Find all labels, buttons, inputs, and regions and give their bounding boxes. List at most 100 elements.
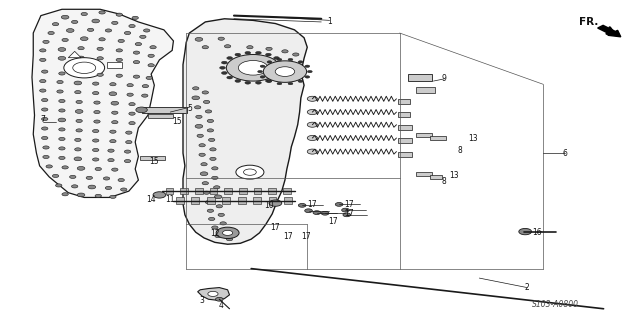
Circle shape (255, 51, 261, 54)
Circle shape (204, 191, 210, 194)
Circle shape (111, 101, 118, 105)
Text: 5: 5 (187, 104, 192, 113)
Circle shape (40, 79, 46, 83)
Circle shape (192, 96, 200, 100)
Bar (238, 197, 246, 204)
Circle shape (62, 166, 68, 169)
Circle shape (307, 122, 317, 127)
Text: 12: 12 (210, 229, 220, 238)
Circle shape (305, 76, 310, 78)
Text: 8: 8 (458, 145, 463, 154)
Circle shape (133, 75, 140, 78)
Circle shape (148, 54, 154, 57)
Circle shape (105, 29, 111, 32)
Circle shape (124, 150, 131, 153)
Circle shape (92, 19, 100, 23)
Circle shape (220, 66, 225, 69)
Circle shape (298, 80, 303, 82)
Circle shape (342, 208, 349, 212)
Text: 1: 1 (327, 18, 332, 26)
Circle shape (125, 131, 132, 134)
Bar (408, 74, 432, 81)
Circle shape (93, 158, 99, 161)
Circle shape (274, 76, 280, 79)
Bar (239, 188, 246, 194)
Circle shape (209, 217, 215, 220)
Circle shape (42, 99, 48, 102)
Circle shape (343, 213, 351, 217)
Circle shape (244, 169, 256, 175)
Circle shape (519, 228, 532, 235)
Text: 17: 17 (284, 232, 293, 241)
Circle shape (277, 58, 282, 61)
Circle shape (195, 106, 201, 109)
Circle shape (288, 58, 293, 61)
Circle shape (116, 58, 122, 62)
Circle shape (95, 167, 101, 171)
Circle shape (146, 76, 152, 79)
Circle shape (267, 61, 272, 63)
Circle shape (40, 49, 46, 52)
Circle shape (59, 100, 65, 103)
Circle shape (129, 25, 135, 28)
Circle shape (46, 165, 52, 168)
Circle shape (205, 201, 212, 204)
Circle shape (75, 138, 81, 141)
Circle shape (274, 56, 280, 59)
Circle shape (246, 46, 253, 49)
Circle shape (212, 167, 218, 170)
Text: 2: 2 (525, 283, 529, 292)
Circle shape (307, 70, 312, 73)
Text: 17: 17 (271, 223, 280, 232)
Circle shape (72, 20, 78, 24)
Bar (195, 188, 203, 194)
Circle shape (216, 205, 223, 208)
Circle shape (52, 174, 59, 178)
Circle shape (263, 61, 307, 82)
Text: 9: 9 (442, 74, 447, 83)
Circle shape (72, 185, 78, 188)
Circle shape (109, 140, 116, 143)
Polygon shape (68, 51, 81, 58)
Circle shape (116, 13, 122, 16)
Circle shape (216, 297, 223, 301)
Circle shape (76, 129, 83, 132)
Circle shape (202, 182, 209, 185)
Circle shape (129, 122, 135, 125)
Circle shape (78, 47, 84, 50)
Circle shape (86, 176, 93, 179)
Circle shape (214, 186, 220, 189)
Text: 10: 10 (264, 201, 274, 210)
Circle shape (108, 149, 114, 152)
Circle shape (223, 230, 233, 235)
Circle shape (76, 119, 83, 122)
Circle shape (321, 211, 329, 215)
Bar (253, 188, 261, 194)
Polygon shape (198, 287, 230, 300)
Circle shape (67, 29, 74, 33)
Circle shape (42, 70, 48, 73)
Circle shape (118, 178, 124, 182)
Circle shape (195, 124, 203, 128)
Circle shape (52, 23, 59, 26)
Circle shape (196, 115, 202, 118)
Bar (176, 197, 184, 204)
Circle shape (266, 53, 271, 56)
Circle shape (58, 48, 66, 51)
Circle shape (207, 209, 214, 212)
Polygon shape (32, 9, 173, 197)
Circle shape (97, 73, 103, 76)
Circle shape (212, 226, 218, 229)
Circle shape (141, 94, 148, 97)
Circle shape (62, 193, 68, 196)
Circle shape (59, 128, 65, 131)
Circle shape (40, 58, 46, 62)
Circle shape (97, 47, 103, 50)
Text: 16: 16 (532, 228, 541, 237)
Circle shape (205, 110, 212, 113)
Text: 17: 17 (301, 232, 311, 241)
Circle shape (279, 61, 285, 64)
Circle shape (208, 291, 218, 296)
Circle shape (94, 110, 100, 114)
Circle shape (77, 167, 85, 170)
